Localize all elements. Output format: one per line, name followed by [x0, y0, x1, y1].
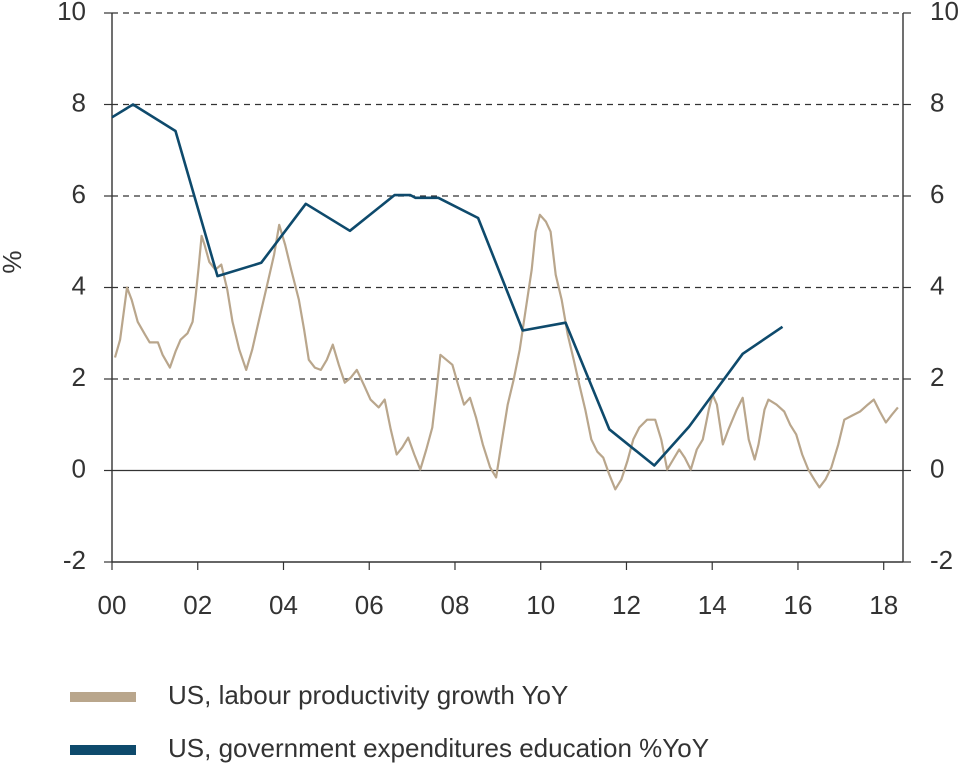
y2-tick-label: 4: [930, 270, 944, 300]
x-tick-label: 18: [869, 590, 898, 620]
y-axis-label: %: [0, 250, 27, 273]
legend-label: US, government expenditures education %Y…: [168, 733, 709, 763]
y2-tick-label: 0: [930, 453, 944, 483]
x-tick-label: 10: [526, 590, 555, 620]
y2-tick-label: 8: [930, 87, 944, 117]
x-tick-label: 12: [612, 590, 641, 620]
x-tick-label: 06: [355, 590, 384, 620]
x-tick-label: 02: [183, 590, 212, 620]
y2-tick-label: 10: [930, 0, 959, 26]
x-tick-label: 04: [269, 590, 298, 620]
legend-label: US, labour productivity growth YoY: [168, 680, 568, 710]
series-line: [111, 103, 784, 467]
legend-swatch: [70, 745, 136, 755]
y-tick-label: 10: [57, 0, 86, 26]
y-tick-label: 4: [72, 270, 86, 300]
y-tick-label: 6: [72, 179, 86, 209]
y-tick-label: 2: [72, 362, 86, 392]
legend-swatch: [70, 692, 136, 702]
y2-tick-label: 6: [930, 179, 944, 209]
x-tick-label: 14: [698, 590, 727, 620]
y-tick-label: 8: [72, 87, 86, 117]
series-line: [113, 213, 899, 491]
y2-tick-label: -2: [930, 545, 953, 575]
x-tick-label: 16: [784, 590, 813, 620]
y-tick-label: -2: [63, 545, 86, 575]
y2-tick-label: 2: [930, 362, 944, 392]
x-tick-label: 00: [98, 590, 127, 620]
x-tick-label: 08: [441, 590, 470, 620]
y-tick-label: 0: [72, 453, 86, 483]
